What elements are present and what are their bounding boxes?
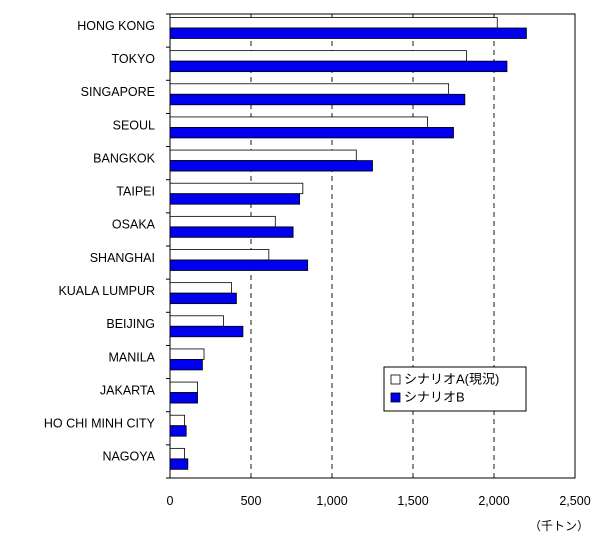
bar-a-6 xyxy=(169,215,276,228)
bar-a-7 xyxy=(169,249,270,261)
bar-b-3 xyxy=(169,127,454,139)
category-label-8: KUALA LUMPUR xyxy=(58,284,155,298)
bar-b-0 xyxy=(169,27,527,39)
bar-a-1 xyxy=(169,50,467,62)
x-tick-label-2000: 2,000 xyxy=(478,494,509,508)
bar-b-8 xyxy=(169,292,237,305)
bar-b-1 xyxy=(169,60,508,73)
category-label-4: BANGKOK xyxy=(93,151,155,165)
legend-label-0: シナリオA(現況) xyxy=(404,372,499,387)
bar-a-13 xyxy=(169,447,185,460)
bar-b-13 xyxy=(169,458,189,470)
bar-a-3 xyxy=(169,116,428,128)
category-label-7: SHANGHAI xyxy=(90,251,155,265)
bar-a-0 xyxy=(169,17,498,29)
category-label-3: SEOUL xyxy=(113,118,155,132)
bar-b-6 xyxy=(169,226,294,238)
category-label-13: NAGOYA xyxy=(102,450,155,464)
x-tick-labels: 0 500 1,000 1,500 2,000 2,500 xyxy=(167,494,591,508)
x-tick-label-1500: 1,500 xyxy=(397,494,428,508)
bar-b-12 xyxy=(169,425,187,437)
legend-box xyxy=(383,366,527,412)
bar-b-10 xyxy=(169,359,203,371)
category-label-0: HONG KONG xyxy=(77,19,155,33)
category-label-1: TOKYO xyxy=(111,52,155,66)
bar-a-11 xyxy=(169,381,198,393)
bar-b-4 xyxy=(169,160,373,172)
legend-label-1: シナリオB xyxy=(404,390,465,405)
category-label-9: BEIJING xyxy=(106,317,155,331)
bar-a-4 xyxy=(169,149,357,161)
bar-b-7 xyxy=(169,259,309,271)
bar-b-9 xyxy=(169,325,244,338)
bar-b-11 xyxy=(169,392,198,404)
x-tick-label-0: 0 xyxy=(167,494,174,508)
axes xyxy=(166,13,576,479)
bars-layer xyxy=(169,17,527,470)
bar-a-10 xyxy=(169,348,205,360)
x-tick-label-1000: 1,000 xyxy=(316,494,347,508)
unit-label: （千トン） xyxy=(529,519,589,533)
category-label-6: OSAKA xyxy=(112,218,156,232)
category-label-2: SINGAPORE xyxy=(81,85,155,99)
bar-a-5 xyxy=(169,182,304,195)
x-tick-label-500: 500 xyxy=(241,494,262,508)
category-label-5: TAIPEI xyxy=(116,185,155,199)
bar-b-5 xyxy=(169,193,301,205)
category-label-11: JAKARTA xyxy=(100,383,156,397)
legend: シナリオA(現況) シナリオB xyxy=(383,366,527,412)
bar-b-2 xyxy=(169,93,466,106)
bar-a-2 xyxy=(169,83,450,95)
bar-a-9 xyxy=(169,315,224,327)
category-label-10: MANILA xyxy=(108,350,155,364)
bar-a-12 xyxy=(169,414,185,427)
category-labels: HONG KONG TOKYO SINGAPORE SEOUL BANGKOK TAIPE… xyxy=(44,19,156,464)
legend-swatch-0 xyxy=(390,374,401,385)
legend-swatch-1 xyxy=(390,392,401,403)
bar-a-8 xyxy=(169,282,232,294)
x-tick-label-2500: 2,500 xyxy=(559,494,590,508)
category-label-12: HO CHI MINH CITY xyxy=(44,417,156,431)
